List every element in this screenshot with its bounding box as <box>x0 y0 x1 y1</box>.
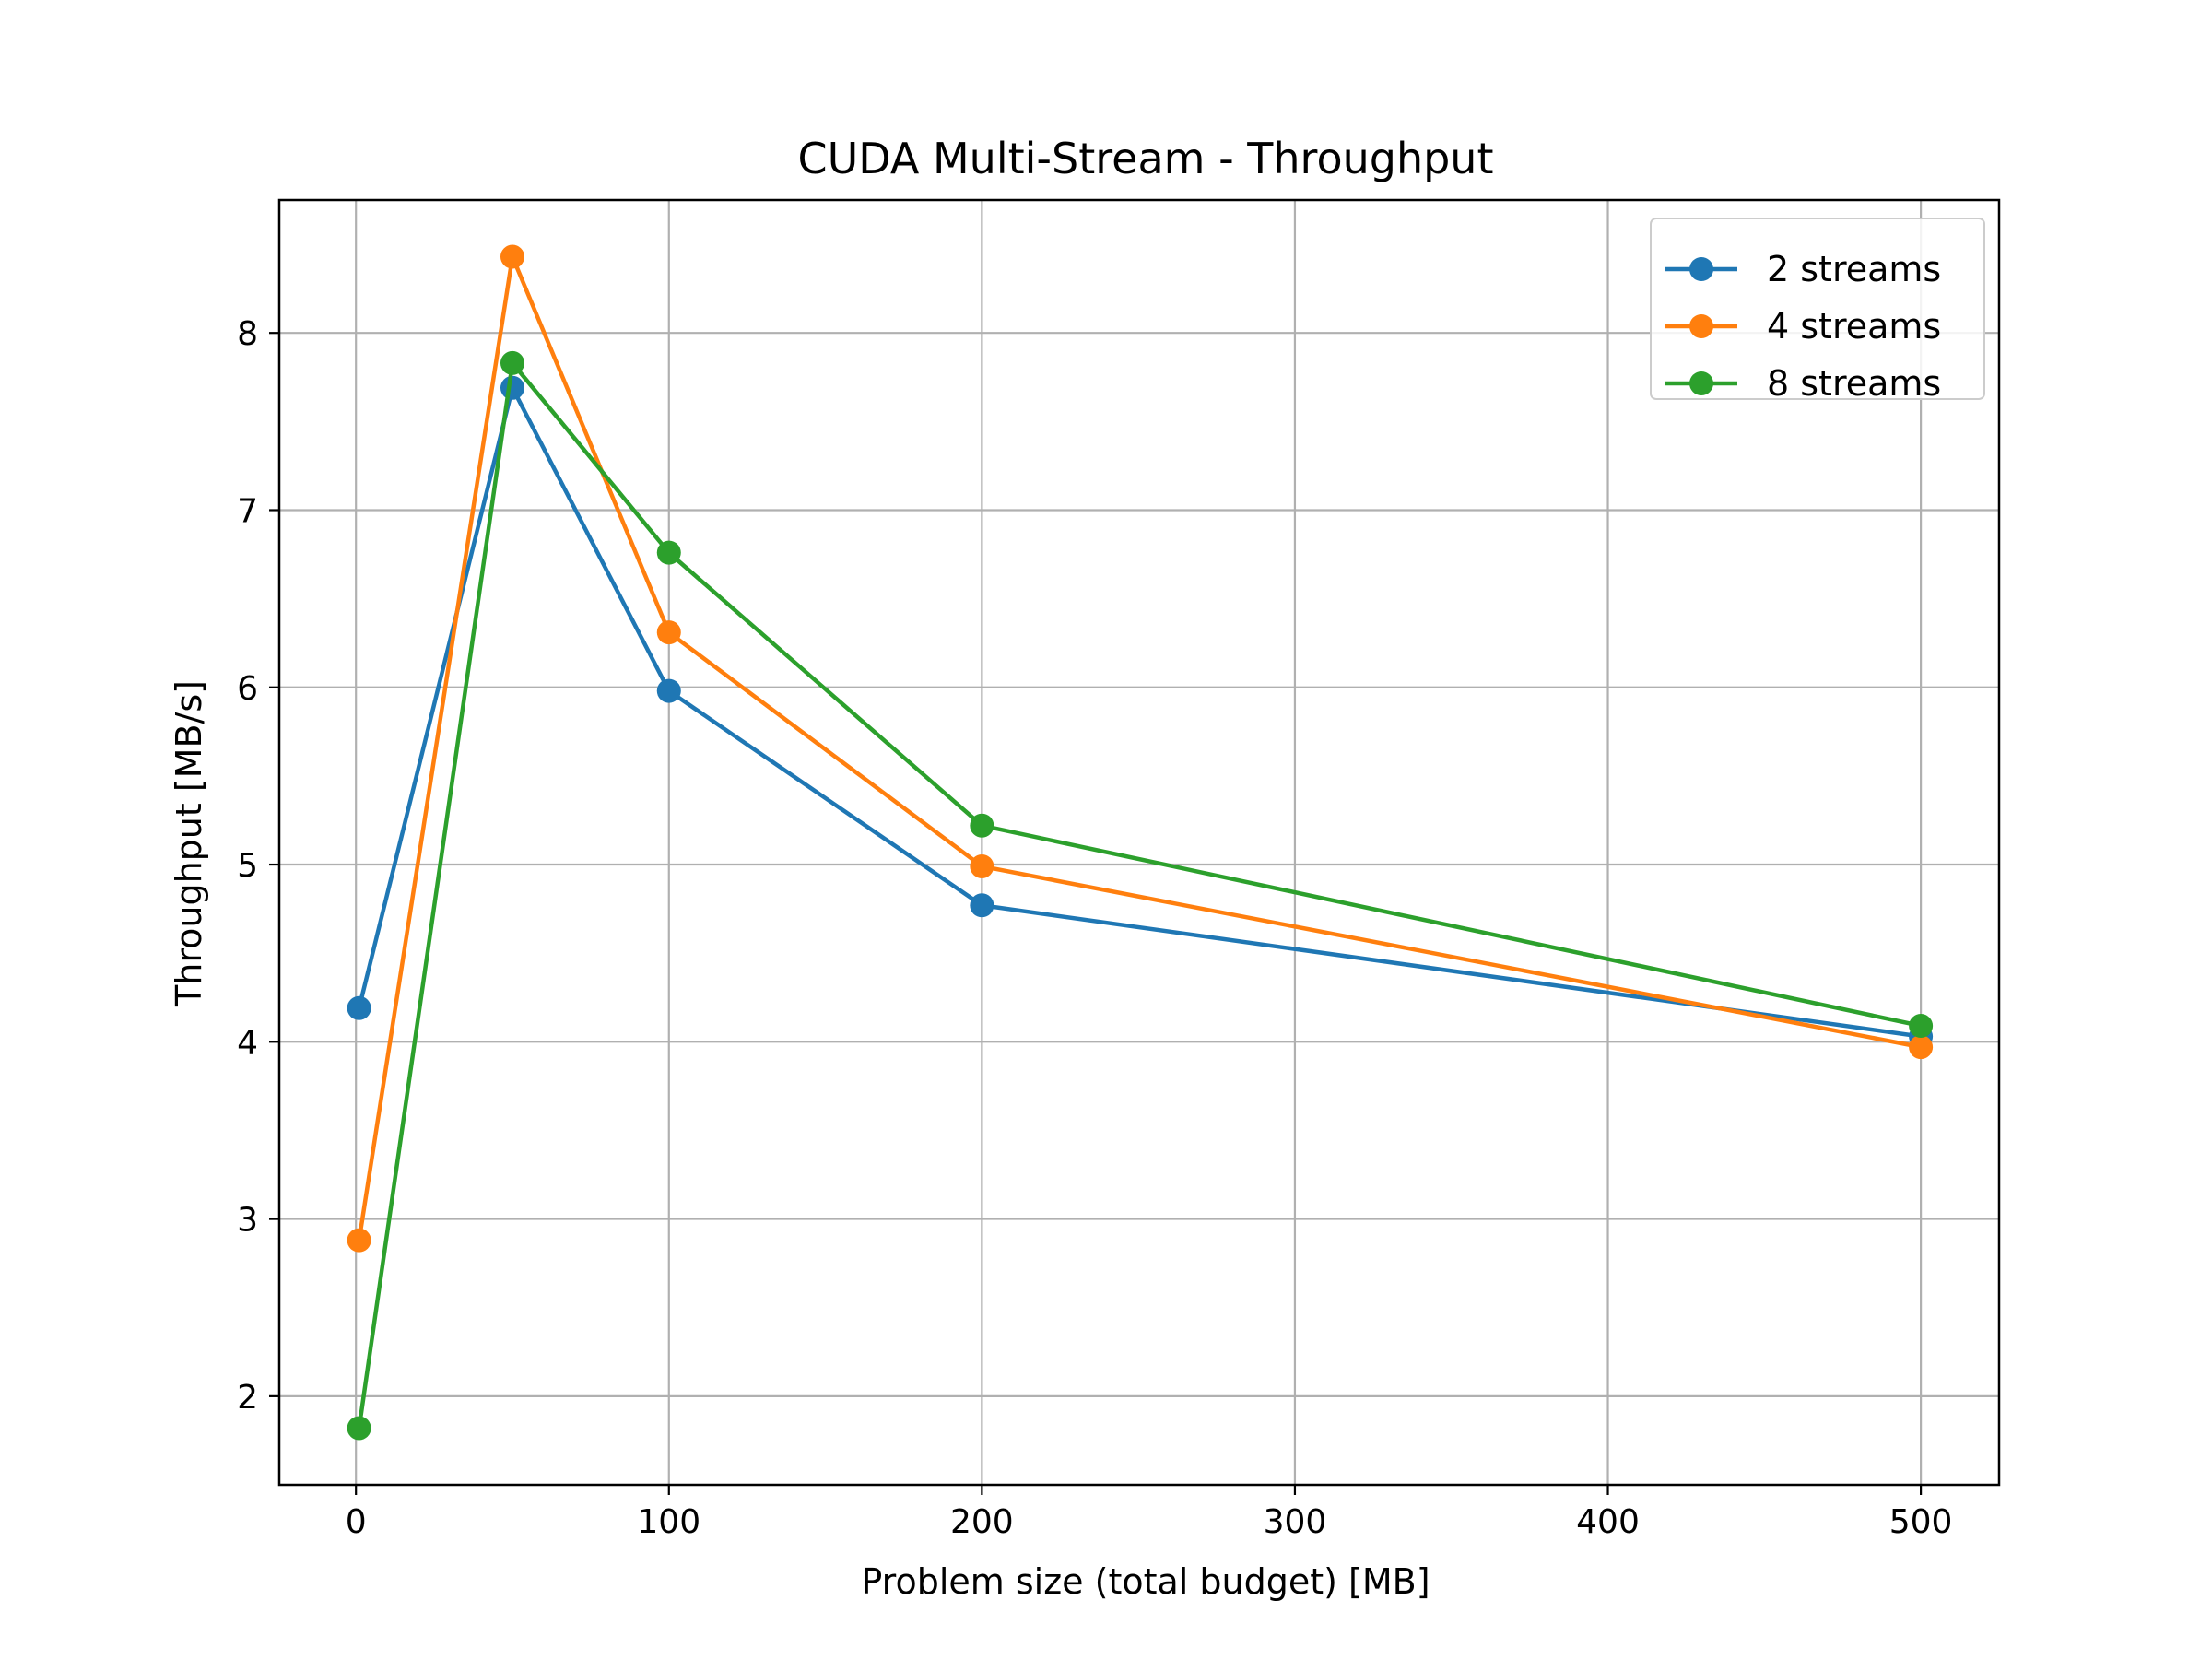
legend: 2 streams 4 streams 8 streams <box>1650 218 1985 404</box>
legend-label-1: 2 streams <box>1767 249 1941 289</box>
data-point-1 <box>970 893 994 918</box>
data-point-3 <box>500 350 524 375</box>
data-point-1 <box>500 375 524 400</box>
data-point-1 <box>347 995 371 1020</box>
y-tick-label: 4 <box>237 1024 258 1062</box>
y-tick-label: 8 <box>237 315 258 353</box>
data-point-3 <box>970 813 994 838</box>
y-tick-label: 3 <box>237 1202 258 1240</box>
chart-title: CUDA Multi-Stream - Throughput <box>797 134 1493 183</box>
y-tick-label: 5 <box>237 847 258 885</box>
x-tick-label: 100 <box>637 1503 700 1541</box>
legend-marker-3 <box>1689 371 1713 395</box>
x-tick-label: 200 <box>950 1503 1014 1541</box>
data-point-1 <box>656 678 681 703</box>
x-tick-label: 400 <box>1576 1503 1640 1541</box>
axes-frame <box>277 198 2001 1487</box>
x-tick-label: 0 <box>346 1503 367 1541</box>
y-tick-label: 6 <box>237 670 258 708</box>
legend-marker-2 <box>1689 314 1713 338</box>
legend-label-3: 8 streams <box>1767 363 1941 404</box>
y-tick-label: 7 <box>237 492 258 530</box>
data-point-2 <box>500 244 524 269</box>
y-axis-title: Throughput [MB/s] <box>169 680 209 1007</box>
data-point-3 <box>347 1416 371 1441</box>
y-tick-label: 2 <box>237 1379 258 1417</box>
data-point-2 <box>656 620 681 645</box>
data-point-2 <box>347 1228 371 1253</box>
legend-marker-1 <box>1689 257 1713 281</box>
data-point-3 <box>656 540 681 565</box>
plot-area: 0 100 200 300 400 500 2 3 4 5 6 7 8 <box>237 198 2001 1541</box>
x-tick-label: 500 <box>1889 1503 1953 1541</box>
data-point-2 <box>970 853 994 878</box>
data-point-2 <box>1909 1035 1934 1060</box>
x-tick-label: 300 <box>1264 1503 1327 1541</box>
x-axis-title: Problem size (total budget) [MB] <box>861 1561 1430 1602</box>
legend-label-2: 4 streams <box>1767 306 1941 347</box>
legend-box <box>1650 218 1985 400</box>
data-point-3 <box>1909 1014 1934 1039</box>
